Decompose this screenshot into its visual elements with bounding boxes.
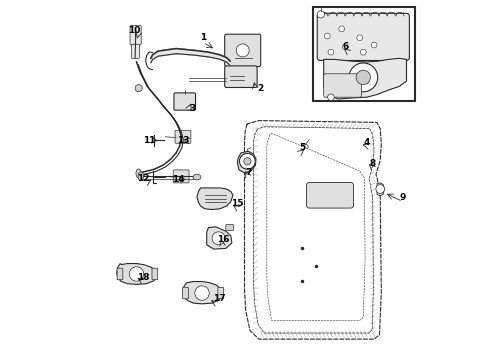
- FancyBboxPatch shape: [117, 268, 122, 280]
- Text: 14: 14: [171, 175, 184, 184]
- Ellipse shape: [136, 169, 141, 178]
- FancyBboxPatch shape: [224, 34, 260, 67]
- Circle shape: [327, 49, 333, 55]
- Text: 11: 11: [142, 136, 155, 145]
- Circle shape: [324, 33, 329, 39]
- Circle shape: [317, 11, 324, 18]
- Circle shape: [212, 232, 224, 245]
- Text: 5: 5: [298, 143, 305, 152]
- Circle shape: [342, 44, 347, 50]
- Text: 3: 3: [189, 104, 195, 112]
- FancyBboxPatch shape: [130, 26, 141, 45]
- Polygon shape: [266, 133, 365, 320]
- FancyBboxPatch shape: [152, 268, 158, 280]
- FancyBboxPatch shape: [174, 93, 195, 110]
- Polygon shape: [117, 264, 156, 284]
- Circle shape: [236, 44, 249, 57]
- Circle shape: [327, 94, 333, 100]
- FancyBboxPatch shape: [218, 287, 223, 299]
- Text: 13: 13: [177, 136, 189, 145]
- Text: 9: 9: [399, 194, 405, 202]
- FancyBboxPatch shape: [224, 66, 257, 87]
- Text: 1: 1: [200, 33, 206, 42]
- Text: 18: 18: [137, 273, 150, 282]
- Text: 15: 15: [230, 199, 243, 208]
- Circle shape: [370, 42, 376, 48]
- Text: 7: 7: [244, 168, 251, 177]
- Text: 10: 10: [128, 26, 141, 35]
- Circle shape: [239, 153, 255, 169]
- FancyBboxPatch shape: [306, 183, 353, 208]
- FancyBboxPatch shape: [131, 44, 139, 58]
- Circle shape: [194, 286, 209, 300]
- Circle shape: [338, 26, 344, 32]
- Polygon shape: [151, 49, 230, 66]
- Ellipse shape: [193, 174, 201, 180]
- Circle shape: [244, 158, 250, 165]
- Text: 12: 12: [137, 174, 150, 183]
- Polygon shape: [323, 58, 406, 99]
- Polygon shape: [206, 227, 231, 249]
- Text: 2: 2: [257, 84, 264, 93]
- Circle shape: [135, 85, 142, 92]
- Polygon shape: [376, 183, 384, 196]
- Text: 4: 4: [363, 138, 369, 147]
- Circle shape: [129, 267, 143, 281]
- Text: 8: 8: [368, 159, 375, 168]
- FancyBboxPatch shape: [182, 287, 188, 299]
- Text: 17: 17: [213, 294, 225, 303]
- Polygon shape: [237, 151, 256, 173]
- FancyBboxPatch shape: [175, 130, 190, 143]
- Circle shape: [360, 49, 366, 55]
- FancyBboxPatch shape: [323, 74, 361, 97]
- Polygon shape: [183, 282, 222, 304]
- Text: 6: 6: [342, 42, 348, 51]
- FancyBboxPatch shape: [317, 13, 408, 60]
- Text: 16: 16: [216, 235, 229, 244]
- FancyBboxPatch shape: [173, 170, 189, 183]
- Bar: [312, 7, 415, 101]
- Circle shape: [355, 70, 370, 85]
- Circle shape: [375, 185, 384, 193]
- Polygon shape: [197, 188, 232, 210]
- Circle shape: [348, 63, 377, 92]
- FancyBboxPatch shape: [225, 225, 233, 230]
- Circle shape: [356, 35, 362, 41]
- Ellipse shape: [301, 144, 307, 149]
- Ellipse shape: [138, 172, 143, 181]
